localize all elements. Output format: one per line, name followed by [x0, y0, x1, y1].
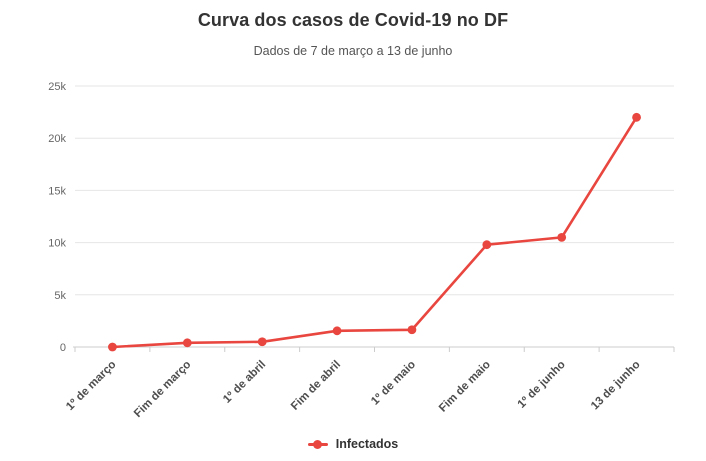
legend: Infectados — [0, 437, 706, 451]
legend-label: Infectados — [335, 437, 399, 451]
data-point-1-de-junho — [557, 232, 567, 242]
series-marker-icon — [307, 439, 328, 449]
x-axis-category-label: Fim de abril — [289, 359, 343, 413]
chart-subtitle: Dados de 7 de março a 13 de junho — [253, 44, 453, 58]
data-point-13-de-junho — [632, 112, 641, 122]
data-point-1-de-mar-o — [108, 342, 117, 352]
series-line-infectados — [111, 116, 638, 349]
data-point-1-de-maio — [407, 325, 417, 335]
data-point-1-de-abril — [257, 337, 267, 347]
x-axis-category-label: 1º de maio — [369, 359, 418, 408]
chart-plot-area: 0 5k 10k 15k 20k 25k 1º de março Fim de março 1º… — [48, 81, 675, 420]
x-axis-category-label: 1º de junho — [516, 359, 568, 411]
x-axis-category-label: 1º de abril — [221, 359, 268, 406]
y-axis-tick-label: 15k — [48, 185, 66, 197]
y-axis-tick-label: 10k — [48, 238, 66, 250]
legend-item-infectados[interactable]: Infectados — [307, 437, 399, 451]
x-axis-category-label: Fim de março — [132, 359, 193, 420]
y-axis-tick-label: 0 — [60, 342, 66, 354]
x-axis-category-label: 13 de junho — [589, 359, 643, 413]
x-axis-category-label: 1º de março — [64, 359, 118, 413]
y-axis-tick-label: 20k — [48, 133, 66, 145]
data-point-fim-de-abril — [332, 326, 342, 336]
y-axis-tick-label: 5k — [54, 290, 66, 302]
x-axis-category-label: Fim de maio — [437, 359, 493, 415]
data-point-fim-de-mar-o — [182, 338, 192, 348]
data-point-fim-de-maio — [482, 240, 492, 250]
series-dot-glyph — [313, 439, 323, 449]
y-axis-tick-label: 25k — [48, 81, 66, 93]
chart-title: Curva dos casos de Covid-19 no DF — [197, 10, 509, 30]
